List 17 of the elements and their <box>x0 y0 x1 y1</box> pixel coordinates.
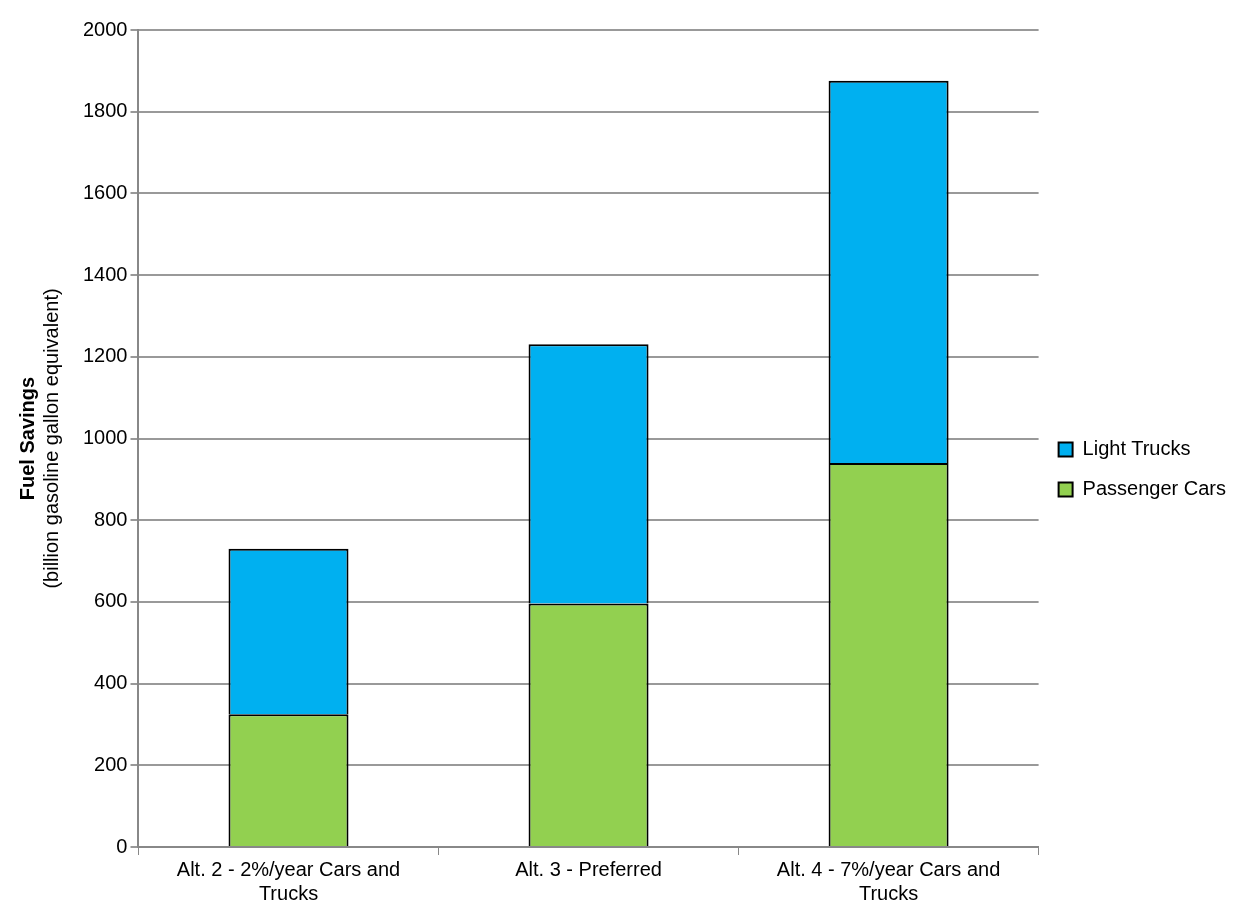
y-tick-label: 1000 <box>82 426 128 449</box>
y-tick-label: 1800 <box>82 99 128 122</box>
y-tick-label: 0 <box>116 834 128 857</box>
y-tick-label: 1200 <box>82 344 128 367</box>
x-tick-label: Alt. 4 - 7%/year Cars and Trucks <box>776 857 1001 904</box>
y-tick-label: 1400 <box>82 262 128 285</box>
x-tick-label: Alt. 3 - Preferred <box>515 857 662 880</box>
y-tick-label: 1600 <box>82 180 128 203</box>
y-axis-title: Fuel Savings (billion gasoline gallon equivalent) <box>15 288 62 589</box>
legend-label: Passenger Cars <box>1082 477 1227 500</box>
y-tick-label: 800 <box>94 507 128 530</box>
y-tick-label: 600 <box>94 589 128 612</box>
y-tick-label: 400 <box>94 671 128 694</box>
y-tick-label: 2000 <box>82 17 128 40</box>
y-tick-label: 200 <box>94 752 128 775</box>
x-tick-label: Alt. 2 - 2%/year Cars and Trucks <box>176 857 401 904</box>
legend-label: Light Trucks <box>1082 437 1191 460</box>
